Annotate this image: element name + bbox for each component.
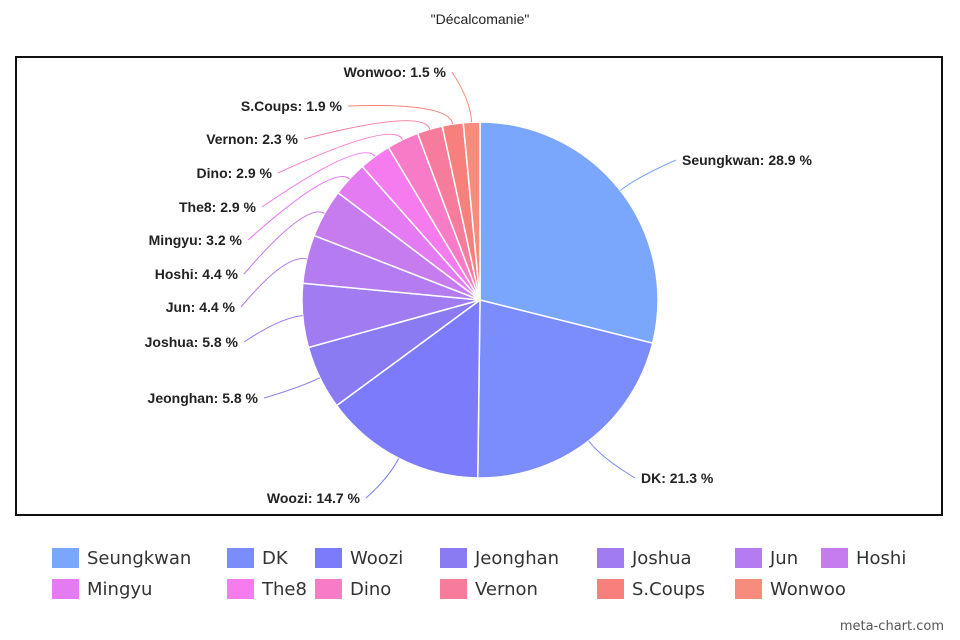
leader-line-mingyu [247,176,350,241]
slice-label-dino: Dino: 2.9 % [197,165,273,181]
legend-label: Jeonghan [475,547,560,569]
legend-item-woozi[interactable]: Woozi [315,546,403,570]
legend-swatch [440,548,467,568]
legend-swatch [52,548,79,568]
legend-item-mingyu[interactable]: Mingyu [52,577,152,601]
legend-swatch [315,579,342,599]
pie-slice-dk[interactable] [477,299,654,479]
slice-label-jeonghan: Jeonghan: 5.8 % [148,390,259,406]
slice-label-joshua: Joshua: 5.8 % [145,334,239,350]
legend-item-joshua[interactable]: Joshua [597,546,692,570]
legend-item-vernon[interactable]: Vernon [440,577,538,601]
legend-item-the8[interactable]: The8 [227,577,307,601]
leader-line-the8 [261,152,376,208]
leader-line-joshua [243,315,303,343]
legend-label: Joshua [632,547,692,569]
legend-swatch [597,579,624,599]
legend-swatch [227,548,254,568]
legend-label: Jun [770,547,799,569]
leader-line-s-coups [347,105,454,125]
legend-label: DK [262,547,288,569]
slice-label-seungkwan: Seungkwan: 28.9 % [682,152,812,168]
legend-label: Wonwoo [770,578,846,600]
legend-swatch [315,548,342,568]
slice-label-s-coups: S.Coups: 1.9 % [241,98,343,114]
leader-line-hoshi [243,211,325,275]
leader-line-jeonghan [263,377,321,399]
legend-swatch [52,579,79,599]
legend-swatch [735,548,762,568]
legend-item-wonwoo[interactable]: Wonwoo [735,577,846,601]
legend-label: Hoshi [856,547,907,569]
chart-title: "Décalcomanie" [430,11,530,27]
legend-label: S.Coups [632,578,705,600]
legend-item-hoshi[interactable]: Hoshi [821,546,906,570]
slice-label-the8: The8: 2.9 % [179,199,257,215]
legend-item-seungkwan[interactable]: Seungkwan [52,546,191,570]
legend-item-dk[interactable]: DK [227,546,288,570]
leader-line-wonwoo [451,71,473,123]
legend-label: Mingyu [87,578,153,600]
legend-label: Dino [350,578,392,600]
watermark: meta-chart.com [839,619,944,634]
slice-label-vernon: Vernon: 2.3 % [206,131,298,147]
legend-swatch [440,579,467,599]
slice-label-wonwoo: Wonwoo: 1.5 % [344,64,447,80]
leader-line-dino [277,133,404,174]
pie-slice-woozi[interactable] [335,298,481,479]
leader-line-seungkwan [619,159,677,191]
legend-item-dino[interactable]: Dino [315,577,391,601]
slice-label-dk: DK: 21.3 % [641,470,714,486]
legend-label: The8 [262,578,307,600]
legend-swatch [821,548,848,568]
slice-label-jun: Jun: 4.4 % [166,299,236,315]
slice-label-mingyu: Mingyu: 3.2 % [149,232,243,248]
legend-item-s-coups[interactable]: S.Coups [597,577,705,601]
leader-line-vernon [303,120,431,140]
leader-line-jun [240,258,307,308]
legend-label: Vernon [475,578,538,600]
legend-label: Woozi [350,547,404,569]
legend-swatch [227,579,254,599]
legend-label: Seungkwan [87,547,192,569]
slice-label-hoshi: Hoshi: 4.4 % [155,266,239,282]
legend-swatch [735,579,762,599]
slice-label-woozi: Woozi: 14.7 % [267,490,361,506]
leader-line-dk [588,440,636,479]
leader-line-woozi [365,458,400,499]
legend-item-jun[interactable]: Jun [735,546,798,570]
legend-swatch [597,548,624,568]
legend-item-jeonghan[interactable]: Jeonghan [440,546,559,570]
plot-frame [15,56,943,516]
